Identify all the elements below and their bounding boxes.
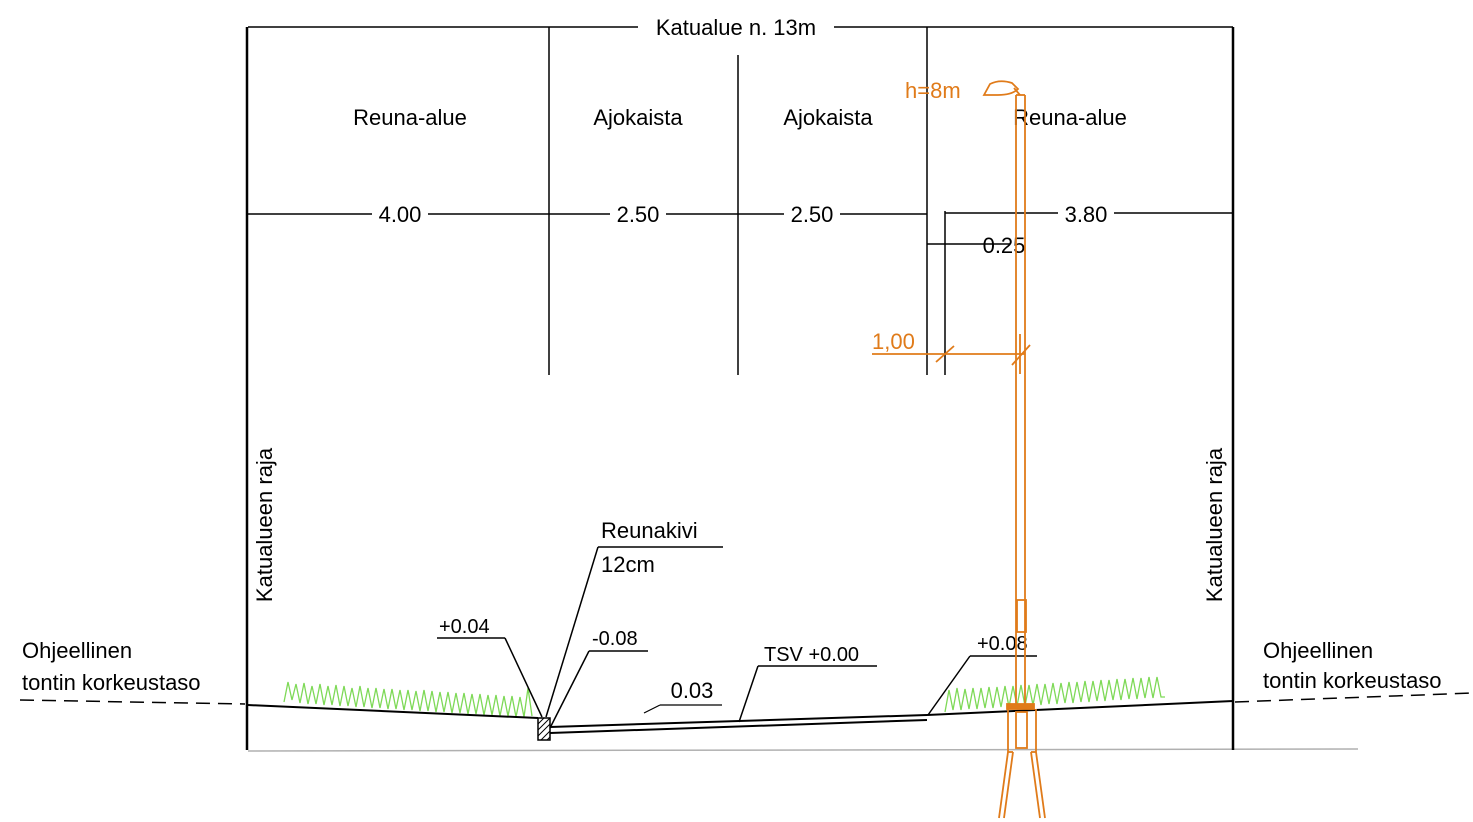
grass-right — [944, 676, 1165, 713]
plot-level-left-line2: tontin korkeustaso — [22, 670, 201, 695]
level-right-edge-label: +0.08 — [977, 633, 1028, 655]
street-lamp — [982, 80, 1046, 819]
plot-level-dashed-right — [1234, 692, 1473, 703]
curb-leader-line — [545, 546, 599, 718]
curb-name-label: Reunakivi — [601, 518, 698, 543]
level-left-leader-line — [504, 637, 543, 718]
plot-level-right-line2: tontin korkeustaso — [1263, 668, 1442, 693]
road-level-leader-line — [738, 665, 759, 723]
road-surface-bottom — [549, 719, 928, 734]
lamp-head-icon — [982, 80, 1020, 96]
street-area-title: Katualue n. 13m — [656, 15, 816, 40]
level-left-edge-label: +0.04 — [439, 616, 490, 638]
zone-label-edge-left: Reuna-alue — [353, 105, 467, 130]
zone-label-edge-right: Reuna-alue — [1013, 105, 1127, 130]
plot-level-right-line1: Ohjeellinen — [1263, 638, 1373, 663]
boundary-label-left: Katualueen raja — [252, 447, 277, 602]
road-surface-top — [549, 714, 928, 728]
ground-right-slope — [926, 700, 1234, 716]
dimension-value-3: 2.50 — [791, 202, 834, 227]
lamp-height-label: h=8m — [905, 78, 961, 103]
plot-level-left-line1: Ohjeellinen — [22, 638, 132, 663]
curb-size-label: 12cm — [601, 552, 655, 577]
dimension-value-1: 4.00 — [379, 202, 422, 227]
slope-indicator-diag — [643, 704, 661, 714]
zone-label-lane-left: Ajokaista — [593, 105, 683, 130]
lamp-offset-value: 1,00 — [872, 329, 915, 354]
boundary-label-right: Katualueen raja — [1202, 447, 1227, 602]
grass-left — [283, 681, 533, 718]
level-right-leader-line — [927, 655, 971, 716]
curb-hatching — [537, 717, 551, 741]
slope-value-label: 0.03 — [671, 678, 714, 703]
ground-base-line — [247, 748, 1359, 752]
level-gutter-leader-line — [549, 650, 590, 729]
plot-level-dashed-left — [19, 699, 246, 705]
road-level-label: TSV +0.00 — [764, 644, 859, 666]
dimension-value-5: 0.25 — [983, 233, 1026, 258]
ground-left-slope — [247, 704, 539, 719]
dimension-value-2: 2.50 — [617, 202, 660, 227]
zone-label-lane-right: Ajokaista — [783, 105, 873, 130]
lamp-offset-dimension — [872, 334, 1031, 374]
level-gutter-label: -0.08 — [592, 628, 638, 650]
dimension-value-4: 3.80 — [1065, 202, 1108, 227]
